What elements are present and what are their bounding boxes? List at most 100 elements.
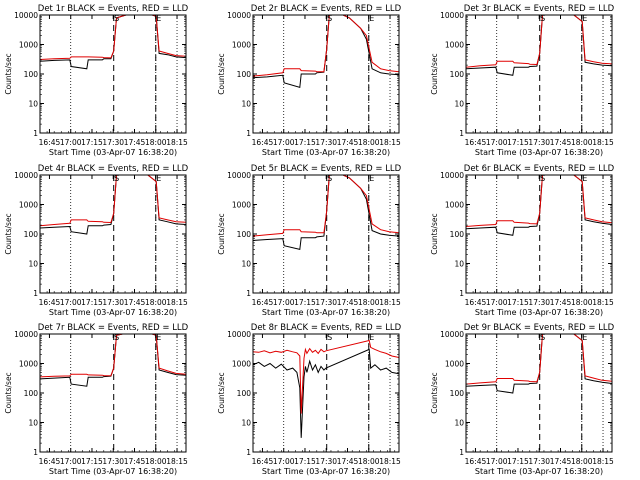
x-tick-label: 17:30: [315, 298, 337, 307]
series-line-events: [253, 15, 399, 89]
x-tick-label: 16:45: [252, 298, 274, 307]
y-tick-label: 10000: [440, 330, 464, 339]
y-tick-label: 10: [241, 260, 251, 269]
x-tick-label: 17:30: [315, 457, 337, 466]
series-line-events: [466, 15, 612, 76]
x-tick-label: 18:15: [379, 457, 401, 466]
x-tick-label: 17:00: [60, 457, 82, 466]
y-tick-label: 10000: [227, 171, 251, 180]
y-tick-label: 10: [241, 419, 251, 428]
series-line-events: [40, 334, 186, 387]
x-axis-label: Start Time (03-Apr-07 16:38:20): [475, 467, 603, 476]
x-tick-label: 18:00: [358, 298, 380, 307]
y-tick-label: 1: [33, 129, 38, 138]
y-tick-label: 10: [454, 100, 464, 109]
marker-label: E: [582, 333, 587, 342]
x-tick-label: 17:00: [273, 457, 295, 466]
reference-lines: [70, 334, 178, 452]
y-tick-label: 1: [33, 289, 38, 298]
series-group: [253, 339, 399, 438]
series-group: [466, 334, 612, 394]
x-axis-label: Start Time (03-Apr-07 16:38:20): [475, 308, 603, 317]
y-axis-label: Counts/sec: [4, 213, 13, 254]
series-group: [40, 15, 186, 70]
x-tick-label: 18:15: [379, 138, 401, 147]
series-line-lld: [40, 15, 186, 60]
y-tick-label: 10: [454, 260, 464, 269]
reference-lines: [70, 15, 178, 133]
x-axis-label: Start Time (03-Apr-07 16:38:20): [262, 308, 390, 317]
marker-label: S: [327, 333, 332, 342]
y-tick-label: 10000: [440, 171, 464, 180]
y-tick-label: 1000: [19, 41, 38, 50]
x-tick-label: 17:30: [528, 298, 550, 307]
y-tick-label: 100: [24, 389, 39, 398]
series-line-lld: [253, 339, 399, 414]
y-tick-label: 100: [237, 230, 252, 239]
y-tick-label: 10: [241, 100, 251, 109]
y-tick-label: 100: [237, 389, 252, 398]
marker-label: E: [369, 174, 374, 183]
x-tick-label: 18:00: [571, 457, 593, 466]
y-tick-label: 1: [246, 448, 251, 457]
x-axis-label: Start Time (03-Apr-07 16:38:20): [262, 467, 390, 476]
series-line-lld: [466, 334, 612, 385]
series-group: [466, 15, 612, 76]
reference-lines: [283, 175, 391, 293]
x-tick-label: 18:15: [592, 457, 614, 466]
plot-frame: [465, 174, 613, 294]
y-tick-label: 100: [450, 230, 465, 239]
panel-title: Det 4r BLACK = Events, RED = LLD: [38, 164, 189, 174]
y-tick-label: 100: [237, 70, 252, 79]
y-tick-label: 1: [459, 129, 464, 138]
y-tick-label: 1000: [232, 360, 251, 369]
y-tick-label: 100: [450, 389, 465, 398]
y-tick-label: 10: [28, 100, 38, 109]
marker-label: S: [114, 333, 119, 342]
x-tick-label: 16:45: [39, 298, 61, 307]
y-tick-label: 1000: [19, 360, 38, 369]
y-axis-label: Counts/sec: [217, 213, 226, 254]
reference-lines: [283, 15, 391, 133]
x-tick-label: 18:00: [358, 457, 380, 466]
x-tick-label: 17:00: [273, 298, 295, 307]
series-line-lld: [40, 175, 186, 227]
y-axis-label: Counts/sec: [430, 213, 439, 254]
y-tick-label: 100: [24, 230, 39, 239]
marker-label: E: [156, 333, 161, 342]
series-group: [40, 175, 186, 235]
x-tick-label: 17:15: [81, 298, 103, 307]
x-tick-label: 17:15: [294, 457, 316, 466]
series-line-lld: [253, 15, 399, 77]
x-tick-label: 18:00: [145, 457, 167, 466]
x-tick-label: 17:30: [315, 138, 337, 147]
x-tick-label: 18:15: [166, 457, 188, 466]
x-tick-label: 18:00: [571, 138, 593, 147]
x-tick-label: 17:45: [124, 298, 146, 307]
x-tick-label: 17:45: [550, 457, 572, 466]
x-tick-label: 18:00: [571, 298, 593, 307]
plot-frame: [465, 14, 613, 134]
panel-title: Det 3r BLACK = Events, RED = LLD: [464, 4, 615, 14]
x-tick-label: 17:45: [124, 457, 146, 466]
x-tick-label: 16:45: [39, 457, 61, 466]
y-tick-label: 10: [28, 260, 38, 269]
x-tick-label: 18:00: [145, 138, 167, 147]
y-tick-label: 1000: [445, 41, 464, 50]
x-axis-label: Start Time (03-Apr-07 16:38:20): [475, 148, 603, 157]
series-line-lld: [466, 175, 612, 227]
y-axis-label: Counts/sec: [217, 53, 226, 94]
x-tick-label: 17:15: [507, 457, 529, 466]
y-tick-label: 1: [246, 129, 251, 138]
x-tick-label: 17:00: [486, 457, 508, 466]
y-axis-label: Counts/sec: [217, 372, 226, 413]
x-tick-label: 17:00: [60, 298, 82, 307]
y-axis-label: Counts/sec: [4, 53, 13, 94]
y-axis-label: Counts/sec: [430, 53, 439, 94]
marker-label: E: [582, 14, 587, 23]
